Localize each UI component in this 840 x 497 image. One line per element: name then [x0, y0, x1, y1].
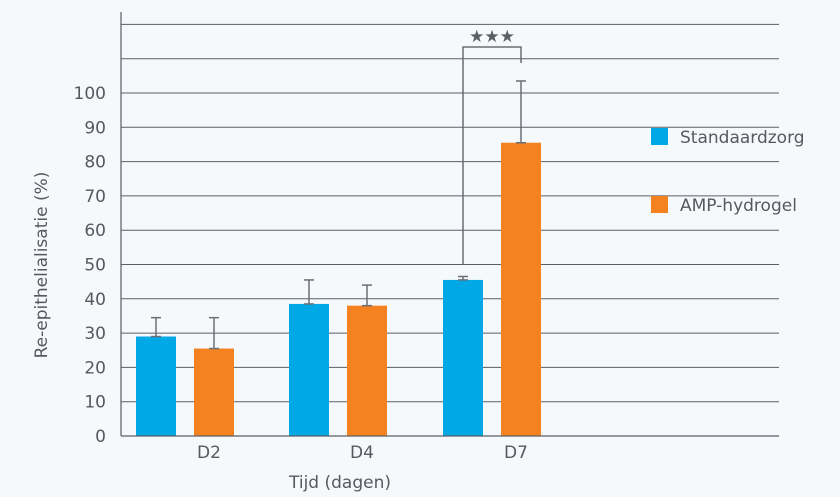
- y-tick-label: 20: [84, 358, 106, 378]
- y-tick-labels: 0 10 20 30 40 50 60 70 80 90 100: [74, 84, 106, 447]
- bar: [136, 336, 176, 436]
- legend-label: Standaardzorg: [680, 128, 805, 148]
- x-tick-labels: D2 D4 D7: [197, 443, 528, 463]
- y-tick-label: 40: [84, 290, 106, 310]
- y-tick-label: 70: [84, 187, 106, 207]
- legend-label: AMP-hydrogel: [680, 196, 797, 216]
- x-tick-label: D4: [350, 443, 374, 463]
- significance-bracket: [462, 46, 522, 265]
- legend-swatch: [651, 128, 668, 145]
- axes: [120, 12, 779, 437]
- bar: [443, 279, 483, 436]
- bar: [347, 305, 387, 436]
- y-tick-label: 30: [84, 324, 106, 344]
- y-tick-label: 90: [84, 118, 106, 138]
- x-tick-label: D7: [504, 443, 528, 463]
- legend-swatch: [651, 196, 668, 213]
- y-tick-label: 80: [84, 153, 106, 173]
- significance-annotation: ★★★: [462, 27, 522, 265]
- error-bars: [151, 80, 526, 350]
- y-tick-label: 10: [84, 393, 106, 413]
- significance-stars: ★★★: [469, 27, 515, 47]
- legend: Standaardzorg AMP-hydrogel: [651, 128, 805, 216]
- bar: [194, 348, 234, 436]
- y-axis-label: Re-epithelialisatie (%): [32, 172, 52, 359]
- bar: [289, 303, 329, 436]
- y-tick-label: 50: [84, 256, 106, 276]
- y-tick-label: 0: [95, 427, 106, 447]
- x-axis-label: Tijd (dagen): [288, 473, 391, 493]
- bar: [501, 142, 541, 437]
- y-tick-label: 100: [74, 84, 106, 104]
- bars: [136, 142, 541, 437]
- x-tick-label: D2: [197, 443, 221, 463]
- y-tick-label: 60: [84, 221, 106, 241]
